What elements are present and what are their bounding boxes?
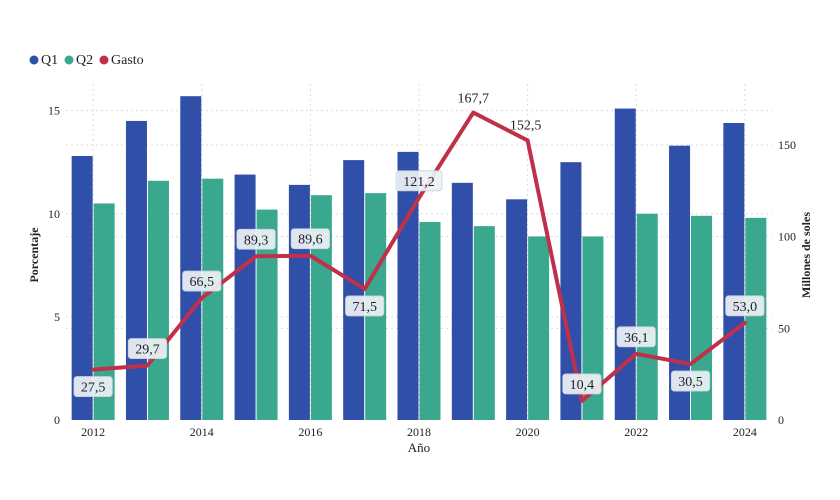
data-label: 167,7	[458, 92, 490, 107]
data-label-box	[290, 228, 330, 250]
bar-q1	[288, 184, 310, 420]
x-tick-label: 2016	[298, 425, 322, 439]
bar-q2	[419, 222, 441, 420]
data-label: 121,2	[403, 175, 435, 190]
bar-q2	[202, 178, 224, 420]
legend-item-q1: Q1	[41, 53, 58, 68]
bar-q1	[614, 108, 636, 420]
bar-q2	[636, 213, 658, 420]
data-label-box	[725, 295, 765, 317]
bar-q1	[180, 96, 202, 420]
bar-q2	[310, 195, 332, 420]
x-tick-label: 2018	[407, 425, 431, 439]
data-label-box	[562, 373, 602, 395]
x-tick-label: 2020	[516, 425, 540, 439]
bar-q1	[397, 151, 419, 420]
bar-q1	[125, 120, 147, 420]
data-label-box	[345, 295, 385, 317]
legend: Q1 Q2 Gasto	[29, 53, 144, 68]
y-tick-label: 10	[48, 207, 60, 221]
data-label: 36,1	[624, 331, 649, 346]
data-label-box	[616, 326, 656, 348]
bar-q2	[93, 203, 115, 420]
bar-q2	[147, 180, 169, 420]
data-label: 30,5	[678, 375, 703, 390]
data-label-box	[236, 228, 276, 250]
line-gasto	[91, 110, 747, 403]
data-label: 27,5	[81, 381, 106, 396]
bar-q1	[234, 174, 256, 420]
x-tick-label: 2014	[190, 425, 214, 439]
y-tick-label: 5	[54, 310, 60, 324]
data-label: 53,0	[733, 300, 758, 315]
data-label: 66,5	[190, 275, 215, 290]
data-label-box	[73, 376, 113, 397]
x-tick-label: 2024	[733, 425, 757, 439]
data-label-box	[395, 170, 443, 192]
y2-tick-label: 100	[778, 230, 796, 244]
bar-q1	[560, 162, 582, 420]
y2-tick-label: 0	[778, 413, 784, 427]
bar-q2	[473, 226, 495, 420]
y2-tick-label: 50	[778, 321, 790, 335]
bar-q2	[691, 215, 713, 420]
legend-item-gasto: Gasto	[111, 53, 144, 68]
data-label: 152,5	[510, 118, 542, 133]
data-label-box	[182, 270, 222, 292]
bar-q1	[506, 199, 528, 420]
data-label-box	[127, 338, 168, 359]
legend-marker-gasto	[99, 55, 109, 65]
legend-marker-q1	[29, 55, 39, 65]
bar-q2	[745, 217, 767, 420]
bar-q1	[451, 182, 473, 420]
y-tick-label: 15	[48, 104, 60, 118]
bar-q1	[71, 156, 93, 420]
y-tick-label: 0	[54, 413, 60, 427]
data-label: 89,3	[244, 233, 269, 248]
x-tick-label: 2022	[624, 425, 648, 439]
x-tick-label: 2012	[81, 425, 105, 439]
data-labels: 27,5 29,7 66,5 89,3 89,6 71,5 121,2 167,7 152,5 1…	[73, 92, 765, 397]
y2-tick-label: 150	[778, 138, 796, 152]
data-label: 71,5	[352, 300, 377, 315]
bar-q2	[256, 209, 278, 420]
y2-axis-title: Millones de soles	[799, 212, 813, 298]
bar-q1	[723, 123, 745, 420]
legend-item-q2: Q2	[76, 53, 93, 68]
bar-q1	[343, 160, 365, 420]
line-series	[91, 110, 747, 403]
bar-q1	[669, 145, 691, 420]
x-axis-title: Año	[408, 440, 430, 455]
y-axis-title: Porcentaje	[27, 227, 41, 283]
data-label-box	[670, 370, 711, 392]
bar-q2	[528, 236, 550, 420]
data-label: 10,4	[570, 378, 595, 393]
data-label: 89,6	[298, 233, 323, 248]
legend-marker-q2	[64, 55, 74, 65]
grid-lines	[66, 84, 772, 420]
data-label: 29,7	[135, 343, 160, 358]
